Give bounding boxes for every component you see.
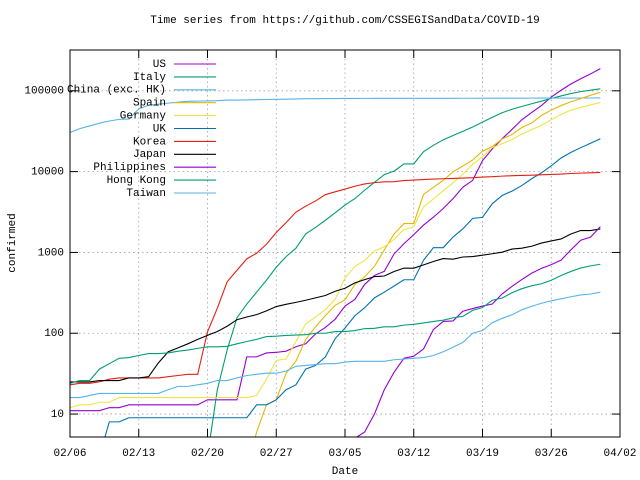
y-axis-label: confirmed bbox=[7, 213, 19, 272]
legend-label: Hong Kong bbox=[107, 175, 166, 187]
legend-label: Italy bbox=[133, 72, 166, 84]
series-line bbox=[209, 88, 601, 437]
axes: 10 100 1000 10000 100000 02/06 02/13 02/20 02/27… bbox=[24, 50, 637, 460]
series-line bbox=[254, 91, 601, 437]
x-tick-label: 04/02 bbox=[603, 448, 636, 460]
legend-label: Philippines bbox=[93, 162, 166, 174]
legend-label: Japan bbox=[133, 149, 166, 161]
series-line bbox=[70, 228, 601, 383]
y-tick-label: 10000 bbox=[31, 167, 64, 179]
x-tick-label: 02/06 bbox=[53, 448, 86, 460]
y-tick-label: 100 bbox=[44, 328, 64, 340]
series-line bbox=[70, 291, 601, 399]
x-tick-label: 03/19 bbox=[466, 448, 499, 460]
legend-label: UK bbox=[153, 123, 167, 135]
series-line bbox=[70, 171, 601, 386]
series-line bbox=[355, 226, 601, 437]
legend-label: China (exc. HK) bbox=[67, 85, 166, 97]
x-tick-label: 02/13 bbox=[122, 448, 155, 460]
plot-area bbox=[70, 68, 601, 437]
y-tick-label: 1000 bbox=[38, 247, 64, 259]
x-axis-label: Date bbox=[332, 466, 358, 478]
series-line bbox=[70, 68, 601, 412]
series-line bbox=[70, 101, 601, 409]
y-tick-label: 10 bbox=[51, 409, 64, 421]
legend-label: US bbox=[153, 59, 167, 71]
x-tick-label: 03/12 bbox=[397, 448, 430, 460]
legend-label: Korea bbox=[133, 136, 166, 148]
x-tick-label: 02/27 bbox=[260, 448, 293, 460]
x-tick-label: 03/26 bbox=[535, 448, 568, 460]
y-tick-label: 100000 bbox=[24, 86, 64, 98]
series-line bbox=[70, 263, 601, 384]
series-line bbox=[70, 97, 601, 133]
legend-label: Taiwan bbox=[126, 188, 166, 200]
legend-label: Spain bbox=[133, 98, 166, 110]
series-line bbox=[104, 138, 601, 437]
legend-label: Germany bbox=[120, 111, 167, 123]
chart-title: Time series from https://github.com/CSSE… bbox=[150, 15, 539, 27]
x-tick-label: 02/20 bbox=[191, 448, 224, 460]
x-tick-label: 03/05 bbox=[328, 448, 361, 460]
